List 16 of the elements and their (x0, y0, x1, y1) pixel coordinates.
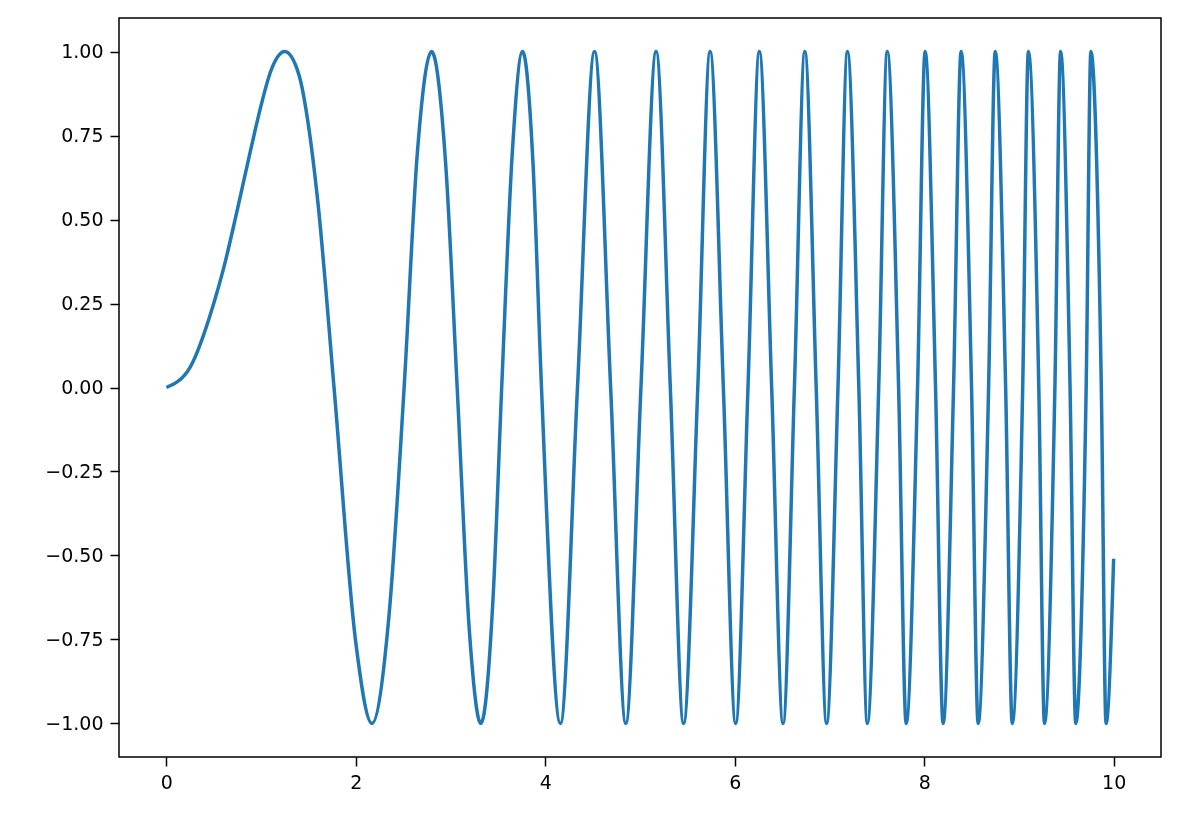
y-tick-label: −0.25 (45, 459, 104, 482)
x-tick-label: 0 (160, 770, 173, 793)
y-tick-label: 1.00 (61, 40, 104, 63)
x-tick-label: 8 (918, 770, 931, 793)
line-series (164, 49, 1116, 726)
x-tick-label: 4 (539, 770, 552, 793)
x-tick-label: 2 (350, 770, 363, 793)
y-tick-label: −0.50 (45, 543, 104, 566)
y-tick-label: 0.75 (61, 124, 104, 147)
y-tick-label: 0.25 (61, 292, 104, 315)
y-tick-label: 0.50 (61, 208, 104, 231)
y-tick-label: −1.00 (45, 711, 104, 734)
y-tick-label: 0.00 (61, 376, 104, 398)
y-tick-label: −0.75 (45, 627, 104, 650)
x-tick-label: 6 (729, 770, 742, 793)
x-tick-label: 10 (1102, 770, 1127, 793)
